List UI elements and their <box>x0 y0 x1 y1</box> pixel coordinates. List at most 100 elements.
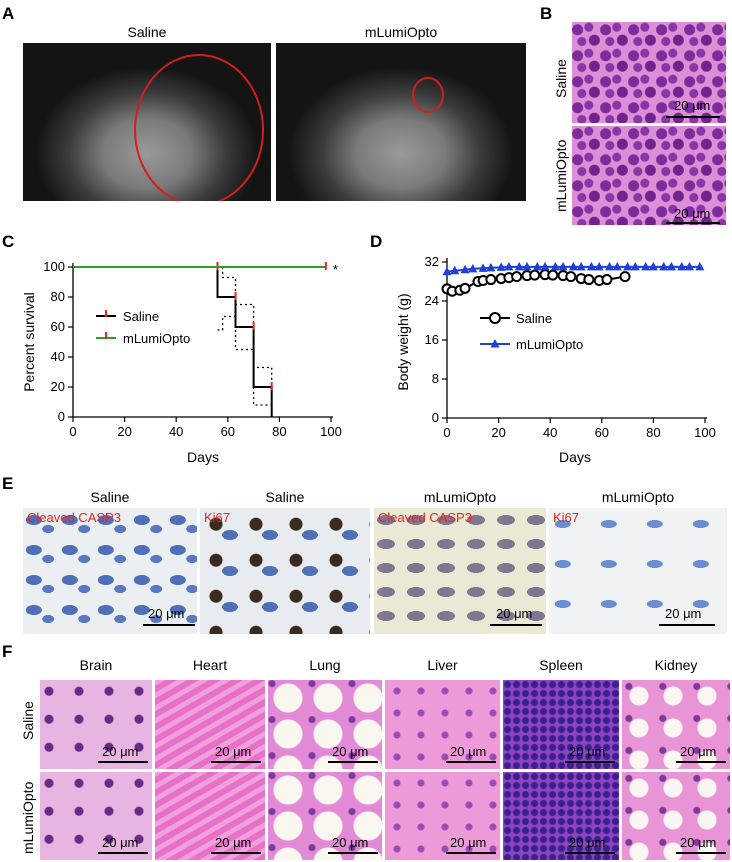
panel-b-row-mlumiopto: mLumiOpto <box>553 139 569 212</box>
data-point-mlumiopto <box>540 261 550 271</box>
scalebar <box>328 761 378 763</box>
he-liver-mlumiopto-image: 20 μm <box>385 772 500 860</box>
data-point-mlumiopto <box>586 261 596 271</box>
data-point-mlumiopto <box>576 261 586 271</box>
scalebar <box>143 624 195 626</box>
legend-label-saline: Saline <box>123 309 159 324</box>
y-axis-label: Percent survival <box>21 292 37 392</box>
legend-marker-mlumiopto <box>490 339 500 348</box>
y-tick-label: 0 <box>58 409 65 424</box>
confidence-band-lower <box>217 315 272 406</box>
data-point-mlumiopto <box>594 261 604 271</box>
data-point-mlumiopto <box>666 261 676 271</box>
he-liver-saline-image: 20 μm <box>385 680 500 769</box>
mri-saline-image <box>23 43 271 201</box>
data-point-saline <box>583 274 595 286</box>
scalebar-label: 20 μm <box>148 606 185 621</box>
x-tick-label: 60 <box>221 424 235 439</box>
scalebar <box>666 222 720 224</box>
he-lung-mlumiopto-image: 20 μm <box>268 772 382 860</box>
data-point-saline <box>619 271 631 283</box>
x-axis-label: Days <box>187 449 219 465</box>
scalebar-label: 20 μm <box>450 744 487 759</box>
data-point-mlumiopto <box>630 261 640 271</box>
x-tick-label: 20 <box>117 424 131 439</box>
organ-title-brain: Brain <box>79 657 113 673</box>
data-point-saline <box>511 271 523 283</box>
scalebar <box>676 852 726 854</box>
he-tumor-mlumiopto-image: 20 μm <box>572 126 726 225</box>
legend-label-mlumiopto: mLumiOpto <box>516 337 583 352</box>
confidence-band-upper <box>217 266 273 417</box>
scalebar <box>328 852 378 854</box>
legend-label-mlumiopto: mLumiOpto <box>123 331 190 346</box>
y-tick-label: 0 <box>432 410 439 425</box>
he-kidney-saline-image: 20 μm <box>622 680 730 769</box>
data-point-mlumiopto <box>612 261 622 271</box>
x-tick-label: 80 <box>272 424 286 439</box>
tumor-outline-saline <box>134 54 264 201</box>
scalebar <box>659 624 715 626</box>
ihc-mlumiopto-casp3-image: Cleaved CASP3 20 μm <box>374 508 546 634</box>
organ-title-heart: Heart <box>192 657 228 673</box>
he-spleen-mlumiopto-image: 20 μm <box>503 772 619 860</box>
scalebar-label: 20 μm <box>496 606 533 621</box>
he-lung-saline-image: 20 μm <box>268 680 382 769</box>
data-point-mlumiopto <box>568 261 578 271</box>
data-point-saline <box>565 271 577 283</box>
y-tick-label: 24 <box>425 293 439 308</box>
scalebar <box>490 624 542 626</box>
scalebar-label: 20 μm <box>569 744 606 759</box>
x-tick-label: 100 <box>320 424 342 439</box>
stain-label-ki67: Ki67 <box>204 510 231 525</box>
panel-label-b: B <box>540 4 553 23</box>
he-heart-mlumiopto-image: 20 μm <box>155 772 265 860</box>
data-point-mlumiopto <box>558 261 568 271</box>
panel-e-title-3: mLumiOpto <box>423 489 497 505</box>
data-point-mlumiopto <box>496 262 506 271</box>
panel-a-title-saline: Saline <box>127 24 167 40</box>
x-tick-label: 20 <box>491 425 505 440</box>
data-point-saline <box>485 274 497 286</box>
y-tick-label: 32 <box>425 254 439 269</box>
x-tick-label: 40 <box>543 425 557 440</box>
scalebar <box>446 852 496 854</box>
he-tumor-saline-image: 20 μm <box>572 22 726 123</box>
data-point-mlumiopto <box>450 265 460 275</box>
scalebar-label: 20 μm <box>102 835 139 850</box>
data-point-mlumiopto <box>522 261 532 271</box>
data-point-saline <box>459 282 471 294</box>
x-tick-label: 40 <box>169 424 183 439</box>
scalebar <box>211 761 261 763</box>
tumor-outline-mlumiopto <box>412 77 444 113</box>
he-spleen-saline-image: 20 μm <box>503 680 619 769</box>
organ-title-spleen: Spleen <box>539 657 583 673</box>
y-axis-label: Body weight (g) <box>395 293 411 390</box>
x-axis-label: Days <box>559 449 591 465</box>
legend-marker-saline <box>489 312 501 324</box>
he-brain-mlumiopto-image: 20 μm <box>40 772 152 860</box>
data-point-mlumiopto <box>695 261 705 271</box>
x-tick-label: 100 <box>694 425 716 440</box>
panel-label-c: C <box>2 232 15 251</box>
organ-title-liver: Liver <box>427 657 458 673</box>
data-point-mlumiopto <box>659 261 669 271</box>
data-point-mlumiopto <box>641 261 651 271</box>
data-point-mlumiopto <box>532 261 542 271</box>
panel-label-f: F <box>2 642 13 661</box>
panel-f-row-saline: Saline <box>20 701 36 740</box>
he-brain-saline-image: 20 μm <box>40 680 152 769</box>
ihc-mlumiopto-ki67-image: Ki67 20 μm <box>549 508 727 634</box>
panel-label-e: E <box>2 474 14 493</box>
data-point-saline <box>529 269 541 281</box>
stain-label-cleaved-casp3: Cleaved CASP3 <box>378 510 472 525</box>
scalebar-label: 20 μm <box>674 98 711 113</box>
scalebar-label: 20 μm <box>450 835 487 850</box>
mri-mlumiopto-image <box>276 43 526 201</box>
panel-e-title-1: Saline <box>90 489 130 505</box>
data-point-mlumiopto <box>648 261 658 271</box>
data-point-mlumiopto <box>460 264 470 274</box>
body-weight-chart: 0 20 40 60 80 100 0 8 16 24 32 Saline mLumiOpto Day… <box>395 254 716 465</box>
panel-a-title-mlumiopto: mLumiOpto <box>364 24 438 40</box>
scalebar-label: 20 μm <box>665 606 702 621</box>
